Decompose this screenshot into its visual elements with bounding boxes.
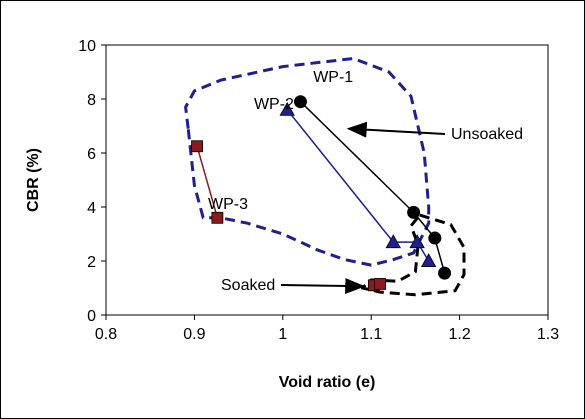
wp-3-point [191,140,203,153]
x-tick-label: 1.3 [537,326,559,343]
series-label-wp-2: WP-2 [254,96,294,113]
series-label-wp-3: WP-3 [208,196,248,213]
wp-3-point [211,211,224,224]
x-tick-label: 1 [278,326,287,343]
unsoaked-region-outline [184,57,431,267]
series-label-wp-1: WP-1 [313,69,353,86]
x-axis-label: Void ratio (e) [279,374,376,391]
wp-2-point [420,253,437,268]
x-tick-label: 0.9 [183,326,205,343]
wp-2-point [385,234,401,249]
wp-1-series-line [299,101,446,274]
wp-2-point [279,101,295,116]
x-tick-label: 0.8 [95,326,117,343]
y-tick-label: 0 [87,308,96,325]
y-tick-label: 8 [87,92,96,109]
y-tick-label: 4 [87,200,96,217]
wp-1-point [438,266,452,280]
soaked-arrow [280,278,366,295]
y-tick-label: 2 [87,254,96,271]
plot-area [105,44,549,316]
wp-2-point [409,234,425,249]
soaked-label: Soaked [221,277,275,294]
soaked-region-outline [360,213,466,297]
unsoaked-label: Unsoaked [451,126,523,143]
soaked-point [374,278,386,290]
y-tick-label: 6 [87,146,96,163]
wp-1-point [407,205,421,219]
wp-1-point [428,231,442,245]
wp-2-series-line [286,109,430,262]
wp-1-point [293,95,307,109]
wp-3-series-line [196,146,219,219]
unsoaked-arrow [346,121,446,138]
x-tick-label: 1.2 [448,326,470,343]
y-axis-label: CBR (%) [25,148,42,212]
x-tick-label: 1.1 [360,326,382,343]
y-tick-label: 10 [78,38,96,55]
